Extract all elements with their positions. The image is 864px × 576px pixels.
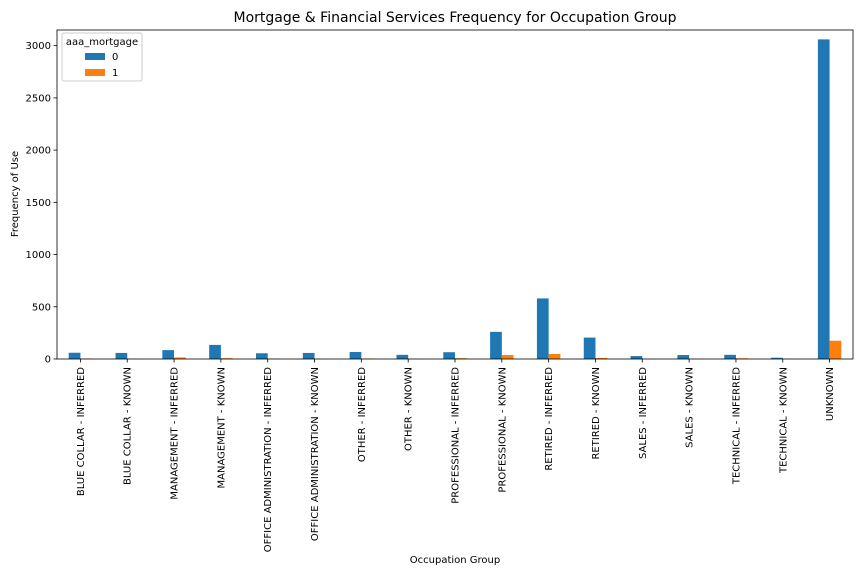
x-tick-label: BLUE COLLAR - INFERRED [76,367,87,496]
x-tick-label: SALES - INFERRED [638,367,649,459]
bar-series-1 [220,358,233,359]
x-tick-label: TECHNICAL - INFERRED [731,367,742,485]
bar-series-0 [536,298,549,359]
y-tick-label: 500 [32,302,51,313]
y-tick-label: 0 [45,355,51,366]
bar-series-1 [501,355,514,359]
x-tick-label: MANAGEMENT - KNOWN [216,367,227,488]
chart-title: Mortgage & Financial Services Frequency … [233,10,676,26]
legend-title: aaa_mortgage [66,37,138,48]
legend-label: 0 [112,52,118,63]
legend-label: 1 [112,68,118,79]
legend-swatch [85,53,105,60]
x-tick-label: PROFESSIONAL - KNOWN [497,367,508,493]
bar-series-0 [817,39,830,360]
x-tick-label: UNKNOWN [825,367,836,421]
bar-series-1 [829,340,842,359]
bar-series-0 [443,352,455,359]
legend: aaa_mortgage 0 1 [61,32,143,82]
plot-frame [56,29,854,360]
bar-series-0 [724,354,736,359]
x-tick-label: MANAGEMENT - INFERRED [170,367,181,500]
bar-series-0 [630,356,643,359]
y-tick-label: 2000 [26,146,51,157]
x-tick-label: OTHER - INFERRED [357,367,368,462]
bar-series-0 [302,352,315,359]
x-tick-label: OTHER - KNOWN [404,367,415,451]
x-tick-label: BLUE COLLAR - KNOWN [123,367,134,485]
plot-area: 0 500 1000 1500 2000 2500 3000 BLUE COLLAR - IN… [26,29,854,553]
y-axis-label: Frequency of Use [10,151,21,237]
x-tick-label: RETIRED - INFERRED [544,367,555,471]
bar-series-0 [162,350,175,359]
y-tick-label: 2500 [26,93,51,104]
bar-series-0 [349,352,362,359]
y-tick-label: 3000 [26,41,51,52]
x-tick-label: SALES - KNOWN [685,367,696,448]
bar-series-1 [455,358,467,359]
x-axis-label: Occupation Group [410,555,500,566]
x-tick-label: PROFESSIONAL - INFERRED [451,367,462,504]
bar-series-0 [583,337,596,359]
bar-series-1 [174,357,186,359]
bar-series-0 [396,354,409,359]
y-tick-label: 1500 [26,198,51,209]
bar-series-0 [115,352,128,359]
bar-series-0 [209,344,221,359]
bar-series-1 [595,357,608,359]
x-tick-label: RETIRED - KNOWN [591,367,602,460]
x-tick-label: OFFICE ADMINISTRATION - INFERRED [263,367,274,553]
x-tick-label: TECHNICAL - KNOWN [778,367,789,474]
bar-series-0 [256,353,268,359]
bar-series-0 [677,355,690,359]
legend-swatch [85,69,105,76]
bar-series-1 [548,353,561,359]
bar-series-0 [490,331,502,359]
bar-series-0 [771,357,783,359]
x-tick-label: OFFICE ADMINISTRATION - KNOWN [310,367,321,541]
bar-series-0 [68,352,81,359]
y-tick-label: 1000 [26,250,51,261]
